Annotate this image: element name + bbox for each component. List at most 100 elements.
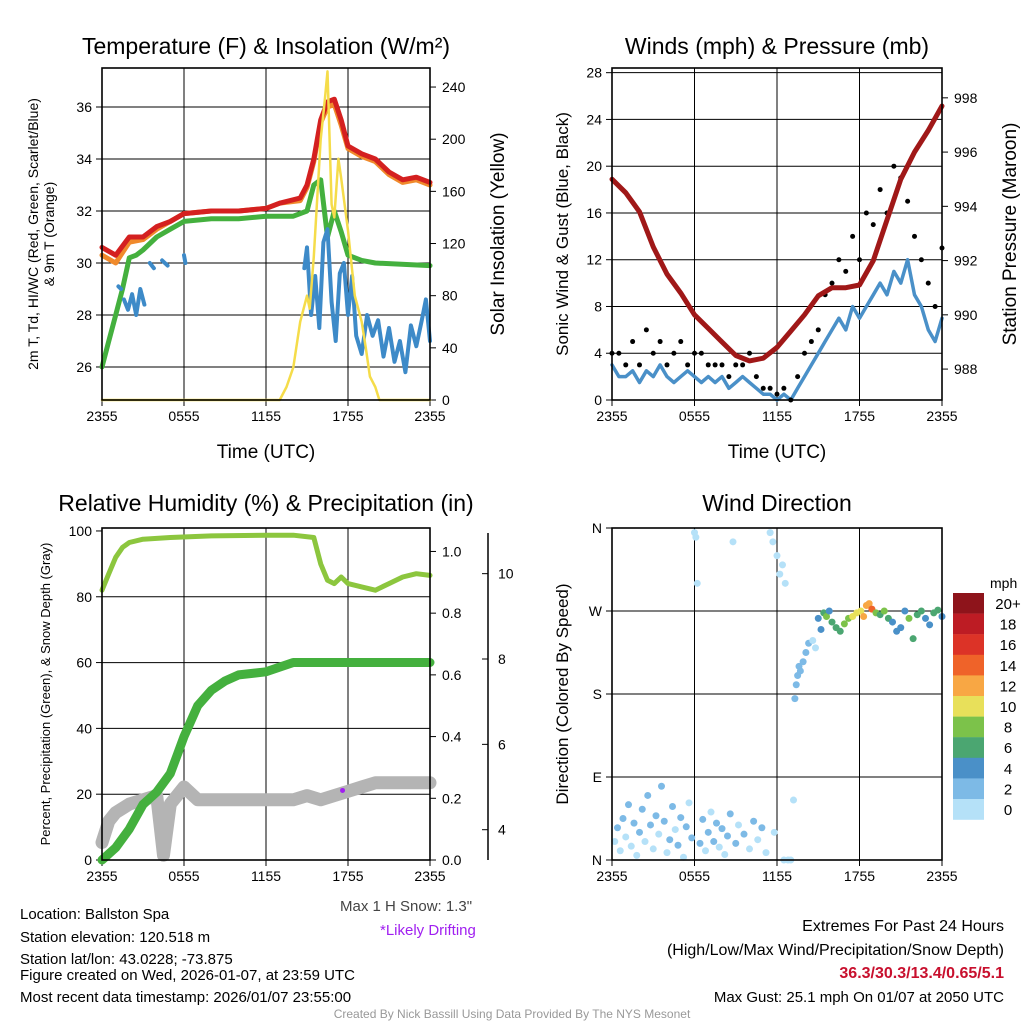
data-point-gust — [650, 350, 656, 356]
wind-direction-point — [792, 681, 800, 689]
series-line-pressure — [609, 103, 945, 364]
wind-direction-point — [860, 613, 868, 621]
data-point-gust — [774, 391, 780, 397]
data-point-gust — [808, 339, 814, 345]
wind-direction-point — [746, 845, 753, 853]
y-tick-label: 0 — [84, 852, 92, 868]
data-point-gust — [802, 350, 807, 356]
series-line-wc — [160, 258, 170, 268]
wind-direction-point — [696, 839, 704, 847]
wind-direction-point — [636, 828, 643, 836]
wind-direction-point — [616, 847, 624, 855]
wind-direction-point — [710, 838, 718, 846]
y-tick-label: 32 — [76, 203, 92, 219]
y-tick-label: W — [589, 603, 603, 619]
data-point-gust — [767, 385, 773, 391]
wind-direction-point — [922, 614, 929, 622]
y-tick-label: 100 — [69, 523, 93, 539]
wind-direction-point — [692, 533, 700, 541]
y2-tick-label: 240 — [442, 79, 466, 95]
data-point-gust — [726, 374, 732, 380]
wind-direction-point — [750, 817, 758, 825]
x-tick-label: 1155 — [251, 868, 281, 884]
colorbar-label: 14 — [1000, 658, 1017, 675]
wind-direction-point — [934, 606, 942, 614]
y2-tick-label: 996 — [954, 144, 978, 160]
series-line-wc — [121, 287, 147, 317]
y2-tick-label: 0.8 — [442, 605, 462, 621]
wind-direction-point — [625, 801, 632, 809]
chart-title: Wind Direction — [702, 490, 852, 516]
data-point-gust — [719, 362, 725, 368]
y-tick-label: 20 — [76, 786, 92, 802]
x-axis-label: Time (UTC) — [728, 442, 827, 463]
wind-direction-point — [773, 552, 781, 560]
chart-title: Relative Humidity (%) & Precipitation (i… — [58, 490, 473, 516]
y3-tick-label: 10 — [498, 566, 514, 582]
y-tick-label: 34 — [76, 151, 92, 167]
y-tick-label: 80 — [76, 589, 92, 605]
colorbar-swatch — [953, 613, 984, 635]
wind-direction-point — [652, 812, 660, 820]
data-point-gust — [912, 233, 917, 239]
data-point-gust — [747, 350, 752, 356]
y2-tick-label: 998 — [954, 90, 978, 106]
wind-direction-point — [817, 625, 825, 633]
y-tick-label: N — [592, 852, 602, 868]
series-line-wc — [147, 261, 156, 271]
wind-direction-point — [619, 815, 627, 822]
wind-direction-point — [638, 805, 646, 813]
likely-drifting-note: *Likely Drifting — [380, 922, 476, 939]
y2-tick-label: 160 — [442, 183, 466, 199]
data-point-gust — [616, 350, 622, 356]
wind-direction-point — [660, 817, 668, 825]
y3-tick-label: 8 — [498, 651, 506, 667]
y2-axis-label: Solar Insolation (Yellow) — [488, 132, 509, 335]
y2-tick-label: 0.6 — [442, 667, 462, 683]
x-tick-label: 2355 — [86, 868, 117, 884]
y2-axis-label: Station Pressure (Maroon) — [1000, 123, 1021, 346]
series-line-wc — [302, 227, 432, 375]
y-tick-label: 26 — [76, 359, 92, 375]
chart-title: Temperature (F) & Insolation (W/m²) — [82, 33, 450, 59]
wind-direction-point — [666, 836, 674, 844]
wind-direction-point — [799, 658, 807, 666]
wind-direction-point — [658, 782, 665, 790]
y-tick-label: 24 — [586, 111, 602, 127]
wind-direction-point — [644, 791, 652, 799]
wind-direction-point — [729, 538, 737, 546]
plot-frame — [611, 67, 943, 401]
chart-rh: Relative Humidity (%) & Precipitation (i… — [38, 490, 514, 884]
wind-direction-point — [776, 570, 784, 578]
data-point-gust — [678, 339, 684, 345]
y2-tick-label: 0.0 — [442, 852, 462, 868]
wind-direction-point — [713, 819, 720, 827]
colorbar-swatch — [953, 675, 984, 697]
wind-direction-point — [825, 607, 833, 615]
colorbar-swatch — [953, 757, 984, 779]
plot-frame — [101, 67, 431, 401]
x-tick-label: 2355 — [596, 868, 627, 884]
wind-direction-point — [769, 538, 777, 546]
wind-direction-point — [889, 618, 896, 626]
y-tick-label: E — [593, 769, 602, 785]
wind-direction-point — [622, 833, 630, 841]
wind-direction-point — [699, 815, 707, 823]
colorbar-swatch — [953, 778, 984, 800]
y2-tick-label: 200 — [442, 131, 466, 147]
wind-direction-point — [614, 824, 621, 832]
wind-direction-point — [688, 834, 696, 842]
x-tick-label: 2355 — [926, 408, 957, 424]
series-line-snow-depth — [95, 776, 437, 862]
y-tick-label: N — [592, 520, 602, 536]
wind-direction-point — [630, 819, 638, 827]
wind-direction-point — [677, 814, 685, 822]
series-line-wc — [182, 253, 188, 265]
extremes-values: 36.3/30.3/13.4/0.65/5.1 — [839, 965, 1004, 982]
wind-direction-point — [671, 826, 679, 834]
wind-direction-point — [836, 627, 844, 635]
colorbar-title: mph — [990, 575, 1017, 591]
wind-direction-point — [740, 830, 748, 838]
series-line-precipitation — [97, 658, 435, 865]
data-point-gust — [623, 362, 629, 368]
